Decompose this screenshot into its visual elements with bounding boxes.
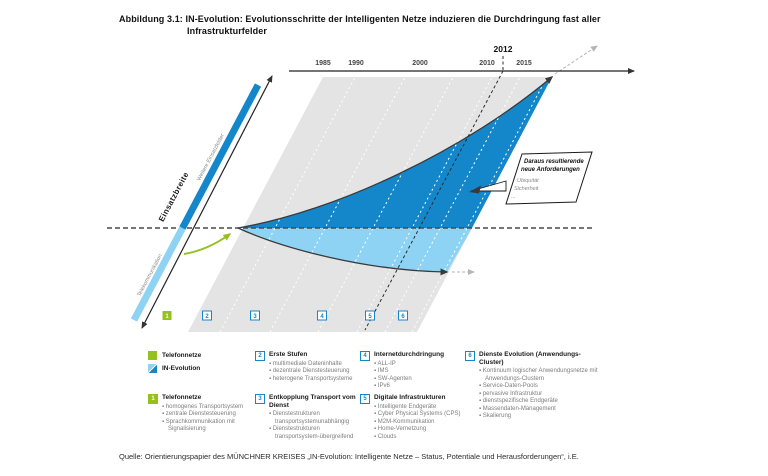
stage-marker-4-label: 4 — [320, 314, 324, 320]
stage-marker-2 — [202, 310, 212, 321]
year-label: 2015 — [516, 60, 532, 67]
callout-item: Sicherheit — [514, 186, 539, 192]
legend-bullet: Sprachkommunikation mit Signalisierung — [162, 419, 254, 434]
future-trend-arrow — [554, 45, 598, 75]
legend-item-title: Dienste Evolution (Anwendungs-Cluster) — [479, 351, 581, 366]
stage-marker-3 — [250, 310, 260, 321]
legend-bullet: Kontinuum logischer Anwendungsnetze mit … — [479, 368, 599, 383]
legend-bullet: Home-Vernetzung — [374, 426, 472, 434]
legend-bullet: Service-Daten-Pools — [479, 383, 599, 391]
legend-bullet: M2M-Kommunikation — [374, 419, 472, 427]
stage-separator-lines — [219, 77, 552, 332]
year-label: 2000 — [412, 60, 428, 67]
legend-bullet: Clouds — [374, 434, 472, 442]
stage-marker-1 — [162, 311, 172, 320]
legend-bullet: Massendaten-Management — [479, 406, 599, 414]
stage-markers: 1 2 3 4 5 6 — [162, 310, 408, 321]
legend-item-number: 6 — [465, 351, 475, 361]
legend-item-title: Telefonnetze — [162, 394, 202, 401]
year-label: 1985 — [315, 60, 331, 67]
callout-title-line1: Daraus resultierende — [524, 159, 584, 165]
stage-marker-3-label: 3 — [253, 314, 257, 320]
legend-item-title: Erste Stufen — [269, 351, 308, 358]
requirements-callout: Daraus resultierende neue Anforderungen … — [469, 151, 593, 205]
swatch-label: Telefonnetze — [162, 352, 202, 359]
callout-title-line2: neue Anforderungen — [521, 167, 580, 173]
upper-growth-curve — [237, 76, 554, 229]
legend-item-number: 5 — [360, 394, 370, 404]
einsatzbreite-axis — [141, 75, 273, 329]
legend-bullet: pervasive Infrastruktur — [479, 391, 599, 399]
legend-bullet: SW-Agenten — [374, 376, 466, 384]
in-evolution-swatch-icon — [148, 364, 157, 373]
legend-item-1: 1 Telefonnetze homogenes Transportsystem… — [148, 394, 254, 434]
year-label: 1990 — [348, 60, 364, 67]
legend-bullet: Skalierung — [479, 413, 599, 421]
legend-item-6: 6 Dienste Evolution (Anwendungs-Cluster)… — [465, 351, 599, 421]
figure-title-line1: Abbildung 3.1: IN-Evolution: Evolutionss… — [119, 14, 601, 24]
callout-box — [505, 151, 593, 205]
figure-source: Quelle: Orientierungspapier des MÜNCHNER… — [119, 452, 579, 461]
legend-bullet: Cyber Physical Systems (CPS) — [374, 411, 472, 419]
legend-bullet: zentrale Dienstesteuerung — [162, 411, 254, 419]
stage-marker-6-label: 6 — [401, 314, 405, 320]
figure-title: Abbildung 3.1: IN-Evolution: Evolutionss… — [119, 13, 679, 37]
origin-pointer-arrow — [183, 233, 232, 255]
legend-item-number: 2 — [255, 351, 265, 361]
highlight-year-label: 2012 — [494, 44, 513, 54]
year-2012-dashed-line — [364, 70, 504, 331]
legend-item-2: 2 Erste Stufen multimediale Dateninhalte… — [255, 351, 361, 383]
stage-marker-5 — [365, 310, 375, 321]
legend-item-5: 5 Digitale Infrastrukturen Intelligente … — [360, 394, 472, 441]
swatch-label: IN-Evolution — [162, 365, 201, 372]
in-evolution-lower-lobe — [238, 228, 472, 272]
figure-title-line2: Infrastrukturfelder — [187, 26, 267, 36]
legend-item-title: Entkopplung Transport vom Dienst — [269, 394, 356, 409]
legend-bullet: IMS — [374, 368, 466, 376]
stage-marker-4 — [317, 310, 327, 321]
callout-tail-arrowhead — [469, 185, 481, 194]
legend-item-number: 3 — [255, 394, 265, 404]
legend-item-title: Digitale Infrastrukturen — [374, 394, 446, 401]
stage-marker-5-label: 5 — [368, 314, 372, 320]
time-axis-ticks: 1985 1990 2000 2010 2015 — [315, 60, 532, 67]
legend-item-title: Internetdurchdringung — [374, 351, 445, 358]
legend-swatch-in-evolution: IN-Evolution — [148, 364, 200, 373]
legend-bullet: Intelligente Endgeräte — [374, 404, 472, 412]
callout-item: ... — [511, 194, 516, 200]
legend-bullet: Dienstestrukturen transportsystemunabhän… — [269, 411, 361, 426]
legend-bullet: homogenes Transportsystem — [162, 404, 254, 412]
legend-item-4: 4 Internetdurchdringung ALL-IP IMS SW-Ag… — [360, 351, 466, 391]
legend-item-number: 1 — [148, 394, 158, 404]
stage-marker-6 — [398, 310, 408, 321]
legend-item-number: 4 — [360, 351, 370, 361]
year-label: 2010 — [479, 60, 495, 67]
stage-marker-1-label: 1 — [165, 314, 169, 320]
callout-item: Ubiquität — [517, 178, 539, 184]
legend-swatch-telefonnetze: Telefonnetze — [148, 351, 201, 360]
legend-bullet: dienstspezifische Endgeräte — [479, 398, 599, 406]
legend-bullet: Dienstestrukturen transportsystem-übergr… — [269, 426, 361, 441]
legend-item-3: 3 Entkopplung Transport vom Dienst Diens… — [255, 394, 361, 441]
legend-bullet: multimediale Dateninhalte — [269, 361, 361, 369]
legend-bullet: heterogene Transportsysteme — [269, 376, 361, 384]
legend-bullet: dezentrale Dienstesteuerung — [269, 368, 361, 376]
legend-bullet: ALL-IP — [374, 361, 466, 369]
legend-bullet: IPv6 — [374, 383, 466, 391]
telefonnetze-swatch-icon — [148, 351, 157, 360]
stage-marker-2-label: 2 — [205, 314, 209, 320]
